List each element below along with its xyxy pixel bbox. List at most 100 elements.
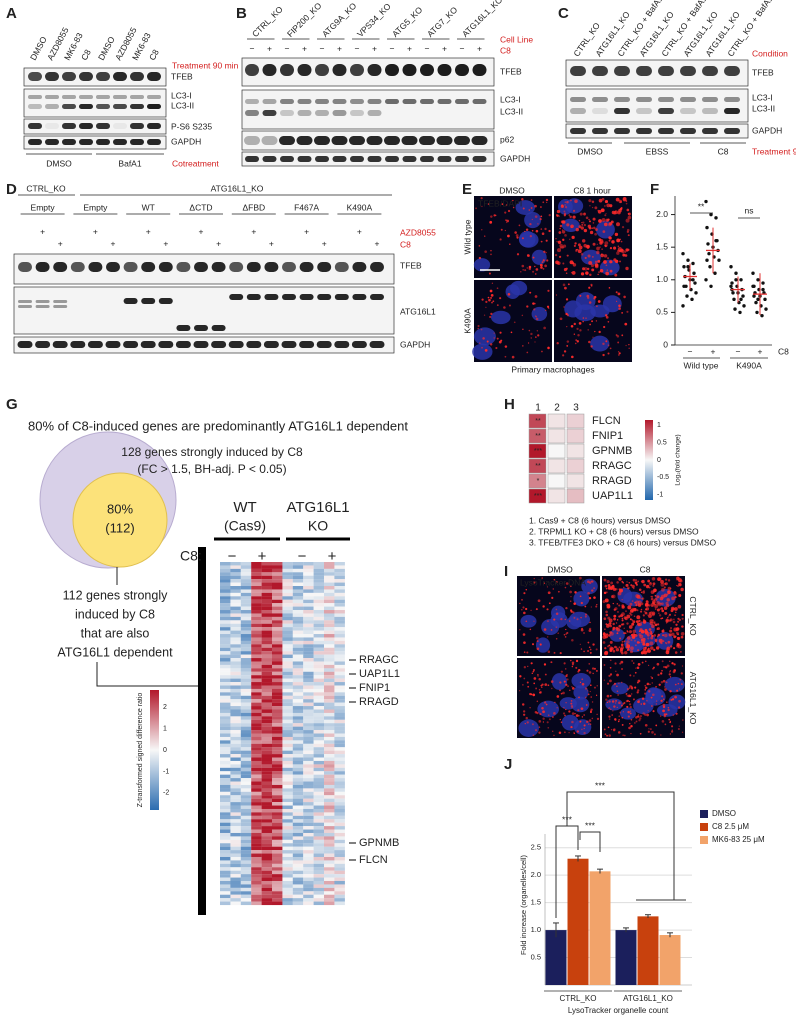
heatmap-cell (324, 864, 335, 868)
heatmap-cell (303, 764, 314, 768)
point (714, 239, 717, 242)
blot-band (45, 72, 59, 81)
label: (FC > 1.5, BH-adj. P < 0.05) (137, 462, 286, 476)
signal (631, 693, 632, 694)
signal (583, 213, 586, 216)
heatmap-cell (251, 634, 262, 638)
signal (546, 202, 547, 203)
heatmap-cell (293, 576, 304, 580)
signal (657, 577, 661, 581)
heatmap-cell (314, 634, 325, 638)
signal (529, 330, 531, 332)
signal (637, 580, 639, 582)
signal (604, 651, 608, 655)
heatmap-cell (262, 809, 273, 813)
signal (589, 324, 591, 326)
heatmap-cell (220, 747, 231, 751)
heatmap-cell (303, 830, 314, 834)
signal (556, 638, 558, 640)
signal (627, 695, 628, 696)
protein-label: ATG16L1 (400, 306, 436, 316)
heatmap-cell (251, 682, 262, 686)
heatmap-cell (293, 617, 304, 621)
heatmap-cell (293, 799, 304, 803)
panel-letter: C (558, 5, 569, 22)
heatmap-cell (314, 823, 325, 827)
heatmap-cell (241, 836, 252, 840)
heatmap-cell (282, 675, 293, 679)
signal (562, 692, 565, 695)
signal (570, 609, 572, 611)
signal (481, 347, 483, 349)
signal (565, 619, 566, 620)
blot-band (79, 123, 93, 129)
heatmap-cell (293, 775, 304, 779)
heatmap-cell (324, 840, 335, 844)
point (713, 272, 716, 275)
heatmap-cell (241, 902, 252, 906)
heatmap-cell (262, 816, 273, 820)
signal (571, 325, 574, 328)
signal (624, 628, 625, 629)
heatmap-cell (334, 785, 345, 789)
heatmap-cell (220, 658, 231, 662)
signal (519, 629, 520, 630)
heatmap-cell (293, 826, 304, 830)
heatmap-cell (293, 854, 304, 858)
heatmap-cell (293, 672, 304, 676)
colorbar-tick: -1 (657, 492, 663, 499)
signal (621, 646, 624, 649)
signal (646, 700, 648, 702)
heatmap-cell (220, 706, 231, 710)
heatmap-cell (282, 637, 293, 641)
heatmap-cell (262, 785, 273, 789)
signal (630, 712, 632, 714)
heatmap-cell (282, 603, 293, 607)
signal (529, 223, 531, 225)
heatmap-cell (282, 648, 293, 652)
point (692, 272, 695, 275)
signal (546, 608, 548, 610)
signal (616, 628, 620, 632)
panel-letter: E (462, 181, 472, 198)
signal (551, 629, 553, 631)
signal (589, 220, 591, 222)
point (760, 314, 763, 317)
signal (603, 260, 607, 264)
signal (579, 295, 581, 297)
blot-band (245, 156, 259, 162)
heatmap-cell (314, 782, 325, 786)
heatmap-cell (334, 658, 345, 662)
heatmap-cell (220, 565, 231, 569)
heatmap-cell (314, 665, 325, 669)
heatmap-cell (334, 840, 345, 844)
blot-band (317, 341, 332, 348)
signal (666, 602, 669, 605)
blot-band (18, 262, 32, 272)
signal (597, 244, 598, 245)
heatmap-cell (262, 617, 273, 621)
heatmap-cell (282, 768, 293, 772)
blot-band (176, 325, 190, 331)
signal (535, 687, 537, 689)
signal (588, 255, 591, 258)
signal (614, 274, 617, 277)
signal (626, 622, 628, 624)
signal (560, 225, 563, 228)
heatmap-cell (334, 898, 345, 902)
heatmap-cell (293, 864, 304, 868)
heatmap-cell (262, 569, 273, 573)
blot-band (614, 108, 630, 114)
signal (585, 614, 587, 616)
heatmap-cell (241, 895, 252, 899)
blot-band (130, 95, 144, 99)
signal (663, 706, 665, 708)
signal (625, 345, 626, 346)
sign: + (442, 43, 447, 53)
signal (592, 256, 594, 258)
y-tick-label: 1.0 (531, 925, 541, 934)
signal (653, 667, 655, 669)
signal (561, 671, 563, 673)
protein-label: TFEB (752, 67, 774, 77)
point (739, 298, 742, 301)
